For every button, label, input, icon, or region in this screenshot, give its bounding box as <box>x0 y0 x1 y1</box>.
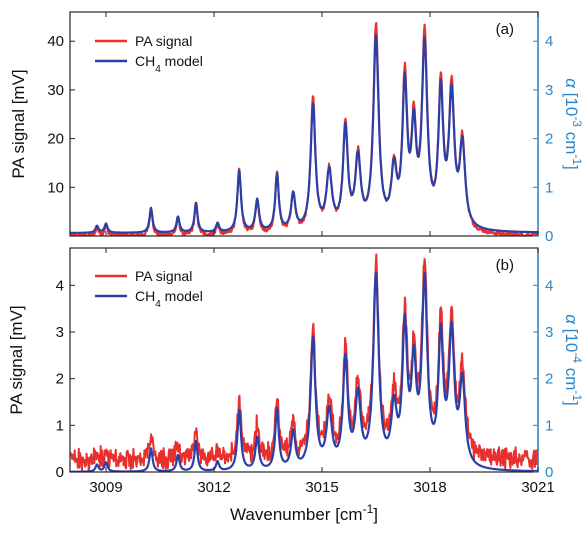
y2-tick-label: 0 <box>545 464 553 481</box>
x-tick-label: 3012 <box>197 479 230 496</box>
y2-label-sup: -3 <box>570 116 584 127</box>
legend-label-ch4-model: CH4 model <box>135 288 203 310</box>
x-label-unit-end: ] <box>373 505 378 524</box>
y-axis-label: PA signal [mV] <box>9 69 28 178</box>
x-tick-label: 3018 <box>413 479 446 496</box>
legend-ch-sub: 4 <box>155 299 161 310</box>
y2-tick-label: 4 <box>545 33 553 50</box>
y2-label-mid: cm <box>562 127 581 154</box>
panel-label: (b) <box>496 257 514 274</box>
series-line-ch4-model <box>70 34 538 234</box>
y2-label-mid: cm <box>562 363 581 390</box>
y2-label-end: ] <box>562 401 581 406</box>
y-tick-label: 20 <box>47 131 64 148</box>
y-tick-label: 40 <box>47 33 64 50</box>
series-line-ch4-model <box>70 271 538 472</box>
plot-area <box>70 12 538 236</box>
plot-area <box>70 248 538 472</box>
y-tick-label: 10 <box>47 179 64 196</box>
legend-ch-sub: 4 <box>155 64 161 75</box>
y2-tick-label: 4 <box>545 277 553 294</box>
legend: PA signal CH4 model <box>95 268 203 310</box>
legend: PA signal CH4 model <box>95 33 203 75</box>
y2-axis-label: α [10-3 cm-1] <box>562 78 584 170</box>
x-axis-label: Wavenumber [cm-1] <box>230 502 378 524</box>
y-tick-label: 0 <box>56 464 64 481</box>
y2-label-sup: -4 <box>570 352 584 363</box>
y2-tick-label: 2 <box>545 371 553 388</box>
y2-tick-label: 1 <box>545 179 553 196</box>
y2-label-alpha: α <box>562 78 581 89</box>
legend-label-pa-signal: PA signal <box>135 33 192 49</box>
y-tick-label: 2 <box>56 371 64 388</box>
legend-label-pa-signal: PA signal <box>135 268 192 284</box>
y-tick-label: 30 <box>47 82 64 99</box>
y2-tick-label: 2 <box>545 131 553 148</box>
x-tick-label: 3021 <box>521 479 554 496</box>
x-label-unit-sup: -1 <box>363 502 374 516</box>
y2-label-sup2: -1 <box>570 390 584 401</box>
y2-axis-label: α [10-4 cm-1] <box>562 314 584 406</box>
x-tick-label: 3009 <box>89 479 122 496</box>
x-label-main: Wavenumber <box>230 505 331 524</box>
legend-label-ch4-model: CH4 model <box>135 53 203 75</box>
y-tick-label: 4 <box>56 277 64 294</box>
y-tick-label: 1 <box>56 417 64 434</box>
x-tick-label: 3015 <box>305 479 338 496</box>
legend-ch: CH <box>135 288 155 304</box>
panel-label: (a) <box>496 21 514 38</box>
legend-ch: CH <box>135 53 155 69</box>
x-label-unit: [cm <box>335 505 362 524</box>
y2-label-sup2: -1 <box>570 154 584 165</box>
y-axis-label: PA signal [mV] <box>7 305 26 414</box>
y2-tick-label: 3 <box>545 82 553 99</box>
y2-label-pre: [10 <box>562 93 581 117</box>
y2-tick-label: 1 <box>545 417 553 434</box>
panel-a: 10 20 30 40 0 1 2 3 4 PA signal [mV] α [10-3 cm-1]… <box>9 11 584 245</box>
y2-label-alpha: α <box>562 314 581 325</box>
y2-label-end: ] <box>562 165 581 170</box>
y2-tick-label: 0 <box>545 228 553 245</box>
legend-ch-suffix: model <box>161 53 203 69</box>
legend-ch-suffix: model <box>161 288 203 304</box>
y2-label-pre: [10 <box>562 329 581 353</box>
y2-tick-label: 3 <box>545 324 553 341</box>
y-tick-label: 3 <box>56 324 64 341</box>
